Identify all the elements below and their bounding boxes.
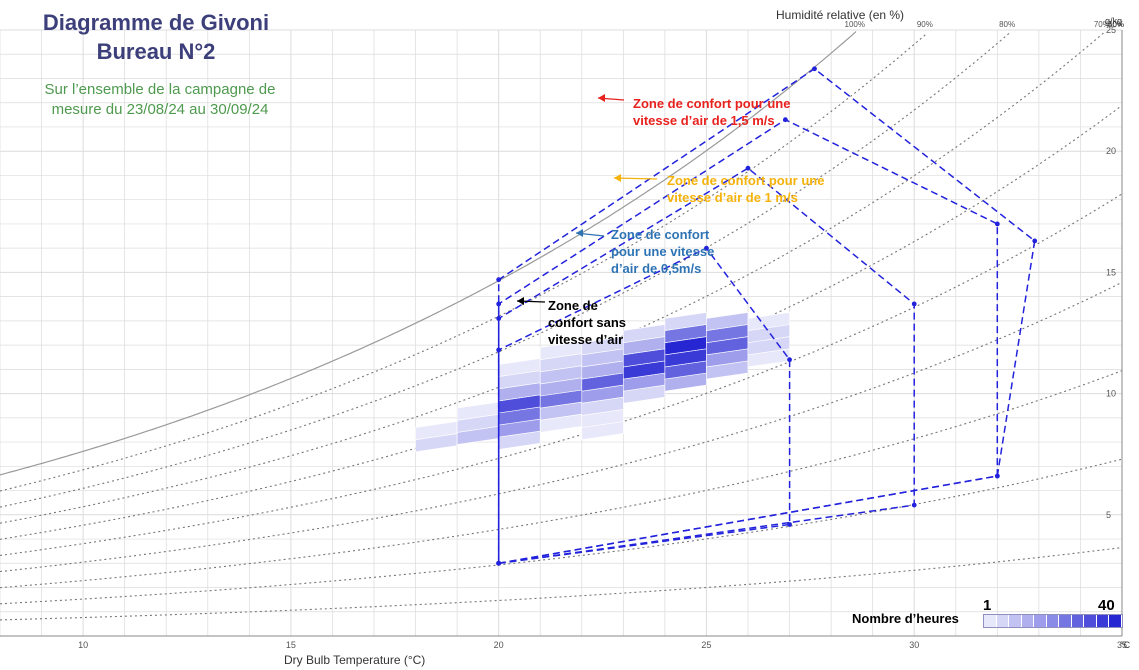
- annotation-arrow-line: [613, 177, 658, 180]
- comfort-zone-3: [497, 247, 791, 565]
- annotation-zone-1-5: Zone de confort pour une vitesse d’air d…: [633, 95, 790, 129]
- heat-cell: [539, 341, 583, 361]
- y-tick-label: 20: [1106, 146, 1116, 156]
- legend-color-step: [1059, 615, 1072, 627]
- zone-vertex: [745, 165, 751, 171]
- annotation-zone-0-5-line-1: Zone de confort: [611, 227, 710, 242]
- annotation-zone-0-5-line-2: pour une vitesse: [611, 244, 715, 259]
- legend-color-step: [1009, 615, 1022, 627]
- rh-label: 50%: [1108, 20, 1124, 29]
- y-tick-label: 5: [1106, 510, 1111, 520]
- zone-vertex: [496, 301, 502, 307]
- annotation-zone-1-line-1: Zone de confort pour une: [667, 173, 825, 188]
- rh-curve-10: [0, 547, 1123, 621]
- y-tick-label: 15: [1106, 267, 1116, 277]
- legend-label: Nombre d’heures: [852, 611, 959, 626]
- rh-curve-90: [0, 33, 928, 492]
- rh-curve-20: [0, 458, 1123, 605]
- annotation-zone-1-line-2: vitesse d’air de 1 m/s: [667, 190, 798, 205]
- rh-label: 60%: [1108, 20, 1124, 29]
- x-tick-label: 30: [909, 640, 919, 650]
- title-line-1: Diagramme de Givoni: [42, 10, 270, 35]
- legend-color-step: [1084, 615, 1097, 627]
- rh-label: 70%: [1094, 20, 1110, 29]
- legend-color-step: [1096, 615, 1110, 627]
- zone-vertex: [1032, 238, 1038, 244]
- zone-vertex: [911, 301, 917, 307]
- x-unit-label: °C: [1120, 640, 1131, 650]
- x-tick-label: 35: [1117, 640, 1127, 650]
- annotation-zone-1: Zone de confort pour une vitesse d’air d…: [667, 172, 824, 206]
- annotation-zone-0-5-line-3: d’air de 0,5m/s: [611, 261, 702, 276]
- legend-color-step: [1071, 615, 1085, 627]
- rh-curve-100: [0, 31, 857, 476]
- y-tick-label: 25: [1106, 25, 1116, 35]
- title-line-2: Bureau N°2: [96, 39, 216, 64]
- annotation-zone-0-line-2: confort sans: [548, 315, 627, 330]
- zone-vertex: [496, 347, 502, 353]
- legend-min: 1: [983, 597, 992, 614]
- annotation-arrow-head: [614, 174, 621, 182]
- annotation-zone-0-line-3: vitesse d’air: [548, 332, 624, 347]
- legend-color-step: [1109, 615, 1123, 627]
- zone-vertex: [783, 117, 788, 123]
- annotation-zone-1-5-line-1: Zone de confort pour une: [633, 96, 791, 111]
- zone-vertex: [787, 522, 792, 527]
- x-tick-label: 25: [701, 640, 711, 650]
- y-tick-label: 10: [1106, 389, 1116, 399]
- zone-vertex: [994, 473, 1000, 479]
- x-tick-label: 10: [78, 640, 88, 650]
- x-tick-label: 15: [286, 640, 296, 650]
- annotation-zone-0-line-1: Zone de: [548, 298, 598, 313]
- annotation-zone-0: Zone de confort sans vitesse d’air: [548, 297, 626, 348]
- legend-color-step: [1034, 615, 1047, 627]
- heat-cell: [747, 312, 790, 331]
- page-title: Diagramme de Givoni Bureau N°2: [0, 8, 312, 66]
- zone-vertex: [911, 502, 917, 508]
- subtitle: Sur l’ensemble de la campagne de mesure …: [44, 81, 276, 118]
- rh-label: 100%: [845, 20, 865, 29]
- zone-vertex: [787, 357, 792, 363]
- annotation-arrow-head: [517, 297, 524, 305]
- zone-vertex: [496, 277, 502, 283]
- zone-vertex: [994, 221, 1000, 227]
- y-unit-label: g/kg: [1105, 16, 1122, 26]
- rh-label: 40%: [1108, 20, 1124, 29]
- x-tick-label: 20: [494, 640, 504, 650]
- rh-label: 80%: [999, 20, 1015, 29]
- annotation-arrow-head: [598, 94, 605, 102]
- legend-color-step: [1046, 615, 1060, 627]
- rh-curve-60: [0, 105, 1123, 540]
- legend-color-step: [1021, 615, 1035, 627]
- annotation-zone-0-5: Zone de confort pour une vitesse d’air d…: [611, 226, 714, 277]
- heat-cell: [664, 312, 707, 331]
- legend-color-step: [996, 615, 1010, 627]
- rh-axis-label: Humidité relative (en %): [776, 8, 904, 22]
- rh-curve-80: [0, 32, 1011, 508]
- legend-color-step: [984, 615, 997, 627]
- annotation-zone-1-5-line-2: vitesse d’air de 1,5 m/s: [633, 113, 775, 128]
- x-axis-label: Dry Bulb Temperature (°C): [284, 653, 425, 667]
- rh-curve-40: [0, 281, 1123, 573]
- zone-vertex: [496, 316, 502, 321]
- zone-vertex: [704, 245, 709, 251]
- annotation-arrow-head: [576, 229, 583, 237]
- rh-label: 90%: [917, 20, 933, 29]
- heat-cell: [706, 312, 749, 331]
- legend-color-bar: [983, 614, 1123, 628]
- zone-vertex: [812, 66, 817, 72]
- rh-curve-30: [0, 370, 1123, 589]
- zone-vertex: [496, 560, 502, 566]
- legend-max: 40: [1098, 597, 1115, 614]
